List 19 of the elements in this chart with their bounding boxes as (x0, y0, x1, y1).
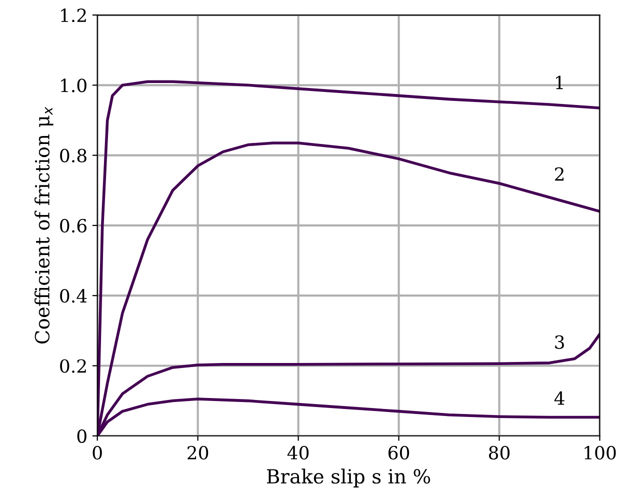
y-tick-label: 1.2 (61, 8, 86, 22)
x-tick-label: 20 (188, 446, 208, 460)
y-axis-title: Coefficient of friction μ$_{x}$ (34, 106, 54, 344)
y-tick-label: 0.2 (60, 359, 86, 373)
series-label: 2 (555, 167, 564, 181)
y-tick-label: 0.4 (60, 289, 87, 303)
x-tick-label: 40 (287, 446, 309, 460)
y-tick-label: 0.8 (60, 148, 86, 162)
y-tick-label: 0.6 (60, 218, 86, 233)
x-tick-label: 100 (584, 446, 616, 460)
x-tick-label: 80 (488, 446, 510, 460)
x-tick-label: 0 (92, 446, 102, 460)
series-label: 4 (554, 391, 564, 405)
y-tick-label: 1.0 (61, 78, 86, 92)
x-tick-label: 60 (388, 446, 410, 460)
y-tick-label: 0 (77, 429, 86, 443)
series-label: 3 (555, 335, 564, 349)
series-label: 1 (556, 76, 563, 90)
x-axis-title: Brake slip s in % (266, 468, 430, 488)
